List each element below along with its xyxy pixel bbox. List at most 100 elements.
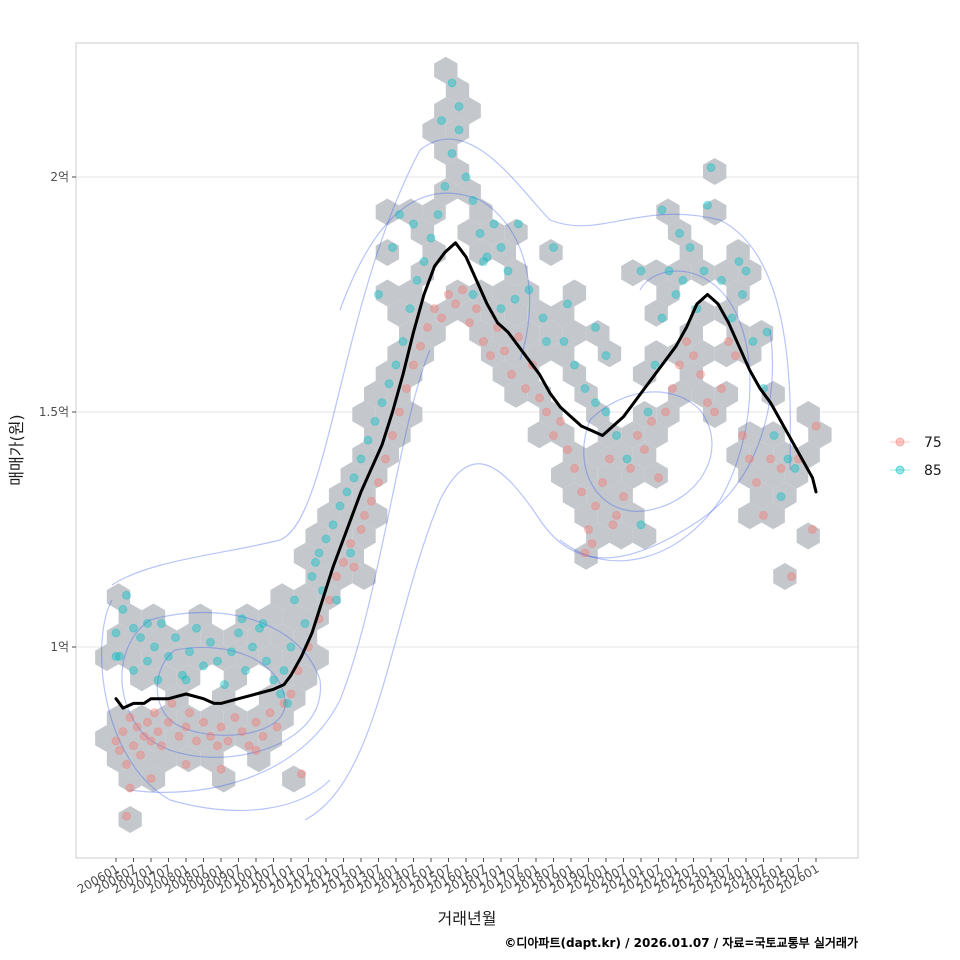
hexbin-cell (551, 299, 575, 327)
data-point-85 (664, 266, 674, 276)
data-point-85 (776, 492, 786, 502)
data-point-75 (682, 337, 691, 346)
hexbin-cell (796, 401, 820, 428)
hexbin-cell (621, 461, 645, 489)
data-point-75 (244, 741, 254, 751)
data-point-75 (265, 708, 275, 718)
data-point-75 (374, 478, 383, 487)
data-point-75 (118, 727, 128, 737)
hexbin-cell (738, 502, 762, 530)
density-contour (111, 138, 791, 586)
data-point-75 (703, 398, 712, 408)
data-point-85 (335, 501, 345, 511)
hexbin-cell (270, 583, 294, 611)
hexbin-cell (703, 198, 727, 226)
hexbin-cell (597, 502, 622, 530)
data-point-75 (402, 384, 411, 393)
hexbin-cell (364, 380, 388, 408)
hexbin-cell (176, 664, 201, 692)
hexbin-cell (714, 259, 739, 287)
hexbin-cell (153, 664, 177, 692)
data-point-75 (251, 717, 261, 727)
data-point-75 (157, 741, 166, 751)
data-point-75 (230, 713, 240, 722)
hexbin-cell (679, 239, 703, 266)
data-point-75 (216, 722, 226, 732)
hexbin-cell (714, 380, 739, 408)
hexbin-cell (200, 623, 224, 651)
hexbin-cell (562, 441, 587, 469)
hexbin-cell (761, 461, 785, 489)
data-point-75 (115, 745, 124, 755)
hexbin-cell (165, 684, 189, 712)
data-point-75 (563, 445, 572, 455)
data-point-85 (283, 698, 292, 708)
data-point-75 (430, 304, 439, 314)
trend-line (114, 241, 818, 710)
data-point-85 (503, 266, 513, 276)
hexbin-cell (621, 421, 645, 449)
data-point-85 (496, 243, 506, 252)
data-point-75 (129, 741, 138, 751)
data-point-85 (440, 181, 450, 191)
data-point-85 (255, 623, 264, 633)
hexbin-cell (328, 482, 353, 509)
data-point-85 (122, 590, 131, 600)
data-point-85 (447, 78, 457, 88)
data-point-75 (738, 431, 747, 440)
data-point-75 (608, 520, 618, 530)
hexbin-cell (551, 421, 575, 449)
hexbin-cell (212, 644, 236, 671)
hexbin-cell (188, 603, 212, 631)
hexbin-cell (773, 482, 797, 509)
hexbin-cell (141, 603, 166, 631)
data-point-85 (475, 228, 485, 238)
hexbin-cell (621, 502, 645, 530)
hexbin-cell (656, 279, 680, 307)
hexbin-cell (328, 563, 353, 590)
hexbin-cell (667, 380, 692, 408)
scatter-points (111, 78, 821, 821)
hexbin-cell (235, 725, 259, 752)
data-point-75 (598, 478, 607, 487)
data-point-85 (769, 431, 779, 440)
hexbin-cell (527, 340, 551, 368)
data-point-85 (311, 557, 320, 567)
hexbin-cell (118, 806, 142, 833)
y-tick-label: 2억 (50, 170, 69, 184)
hexbin-cell (247, 623, 271, 651)
data-point-85 (461, 172, 471, 182)
hexbin-cell (586, 401, 610, 428)
data-point-75 (223, 736, 233, 746)
hexbin-cell (726, 279, 750, 307)
data-point-85 (115, 651, 124, 661)
hexbin-cell (469, 320, 493, 347)
hexbin-cell (399, 279, 423, 307)
data-point-75 (332, 572, 341, 581)
hexbin-cell (562, 279, 587, 307)
hexbin-cell (773, 441, 797, 469)
data-point-85 (349, 473, 359, 483)
data-point-85 (237, 614, 247, 624)
hexbin-cell (434, 97, 458, 125)
hexbin-cell (691, 259, 715, 287)
hexbin-cell (586, 441, 610, 469)
hexbin-cell (632, 401, 657, 428)
data-point-75 (584, 525, 593, 534)
data-point-85 (234, 628, 243, 638)
data-point-85 (542, 337, 551, 346)
hexbin-cell (761, 380, 785, 408)
density-contour (156, 646, 286, 736)
hexbin-cell (176, 704, 201, 732)
hexbin-cell (574, 380, 598, 408)
hexbin-cell (773, 563, 797, 590)
data-point-85 (748, 337, 758, 346)
data-point-75 (279, 698, 289, 708)
data-point-85 (286, 642, 296, 652)
data-point-85 (129, 666, 138, 675)
data-point-75 (181, 760, 191, 769)
data-point-75 (626, 463, 635, 473)
data-point-85 (248, 642, 257, 652)
hexbin-cell (516, 279, 540, 307)
